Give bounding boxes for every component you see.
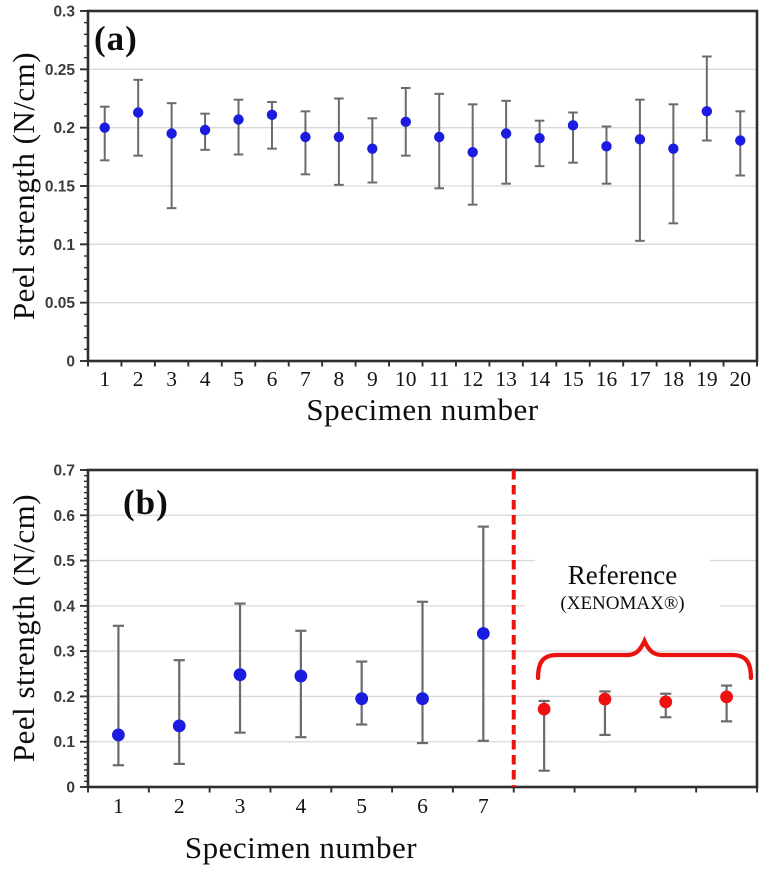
data-point-specimen-peel-strength (400, 116, 411, 128)
svg-text:0.1: 0.1 (53, 734, 75, 751)
svg-text:16: 16 (596, 367, 618, 391)
data-point-specimen-peel-strength (367, 143, 378, 154)
data-point-specimen-peel-strength (294, 669, 308, 683)
data-point-specimen-peel-strength (233, 668, 247, 682)
data-point-specimen-peel-strength (132, 107, 144, 118)
svg-text:20: 20 (730, 367, 752, 391)
svg-text:0.3: 0.3 (53, 4, 75, 21)
data-point-specimen-peel-strength (416, 692, 429, 706)
svg-text:8: 8 (334, 367, 345, 391)
svg-text:1: 1 (113, 794, 124, 818)
data-point-specimen-peel-strength (701, 106, 713, 117)
svg-text:17: 17 (629, 367, 651, 391)
data-point-specimen-peel-strength (172, 719, 186, 733)
svg-text:18: 18 (663, 367, 685, 391)
data-point-specimen-peel-strength (266, 109, 278, 121)
svg-text:0.2: 0.2 (53, 120, 75, 137)
svg-text:5: 5 (233, 367, 244, 391)
svg-text:6: 6 (267, 367, 278, 391)
data-point-specimen-peel-strength (434, 131, 445, 143)
data-point-specimen-peel-strength (735, 135, 746, 146)
panel-b-label: (b) (123, 483, 169, 522)
svg-text:0.3: 0.3 (53, 644, 75, 661)
data-point-reference-xenomax (537, 702, 551, 716)
chart-b-y-axis-title: Peel strength (N/cm) (6, 493, 41, 763)
svg-text:0: 0 (66, 354, 75, 371)
data-point-specimen-peel-strength (634, 134, 646, 145)
panel-a-label: (a) (94, 19, 138, 58)
reference-brace (535, 635, 754, 681)
svg-text:13: 13 (495, 367, 517, 391)
svg-text:15: 15 (562, 367, 584, 391)
svg-text:1: 1 (99, 367, 110, 391)
reference-annotation-subtitle: (XENOMAX®) (525, 593, 720, 618)
chart-a-x-axis-title: Specimen number (306, 392, 539, 427)
svg-text:9: 9 (367, 367, 378, 391)
data-point-reference-xenomax (659, 695, 673, 709)
svg-text:0.6: 0.6 (53, 508, 75, 525)
data-point-specimen-peel-strength (567, 120, 579, 131)
svg-text:12: 12 (462, 367, 484, 391)
svg-text:4: 4 (295, 794, 306, 818)
svg-text:4: 4 (200, 367, 211, 391)
chart-a-canvas: 00.050.10.150.20.250.31 2 3 4 5 6 7 8 9 10 11 12 13 1… (45, 4, 759, 391)
data-point-specimen-peel-strength (99, 122, 110, 133)
svg-text:0.15: 0.15 (45, 179, 76, 196)
svg-text:2: 2 (174, 794, 185, 818)
svg-text:3: 3 (235, 794, 246, 818)
svg-text:6: 6 (417, 794, 428, 818)
svg-text:0.05: 0.05 (45, 295, 76, 312)
svg-text:0: 0 (66, 780, 75, 797)
svg-text:0.7: 0.7 (53, 463, 75, 480)
svg-text:5: 5 (356, 794, 367, 818)
data-point-specimen-peel-strength (668, 143, 679, 154)
svg-text:2: 2 (133, 367, 144, 391)
chart-a-y-axis-title: Peel strength (N/cm) (6, 51, 41, 321)
svg-text:0.4: 0.4 (53, 598, 75, 615)
svg-text:0.25: 0.25 (45, 62, 76, 79)
svg-text:0.2: 0.2 (53, 689, 75, 706)
svg-text:3: 3 (166, 367, 177, 391)
data-point-specimen-peel-strength (112, 728, 125, 742)
data-point-specimen-peel-strength (199, 124, 211, 136)
data-point-specimen-peel-strength (333, 131, 345, 143)
svg-text:7: 7 (300, 367, 311, 391)
svg-text:0.1: 0.1 (53, 237, 75, 254)
data-point-specimen-peel-strength (500, 128, 512, 139)
data-point-specimen-peel-strength (534, 132, 545, 144)
svg-text:7: 7 (478, 794, 489, 818)
data-point-specimen-peel-strength (166, 128, 177, 139)
svg-text:19: 19 (696, 367, 718, 391)
data-point-reference-xenomax (720, 690, 733, 704)
data-point-specimen-peel-strength (601, 141, 612, 152)
data-point-specimen-peel-strength (300, 131, 311, 143)
chart-b-canvas: 0 0.1 0.2 0.3 0.4 0.5 0.6 0.7 1 2 3 4 5 6 7 (53, 463, 759, 818)
svg-text:11: 11 (429, 367, 450, 391)
data-point-reference-xenomax (598, 692, 612, 706)
data-point-specimen-peel-strength (467, 146, 478, 158)
svg-text:0.5: 0.5 (53, 553, 75, 570)
reference-annotation-title: Reference (535, 551, 710, 591)
svg-text:14: 14 (529, 367, 551, 391)
svg-text:10: 10 (395, 367, 417, 391)
data-point-specimen-peel-strength (355, 692, 369, 706)
data-point-specimen-peel-strength (233, 114, 244, 125)
data-point-specimen-peel-strength (476, 627, 490, 640)
chart-b-x-axis-title: Specimen number (184, 830, 418, 865)
